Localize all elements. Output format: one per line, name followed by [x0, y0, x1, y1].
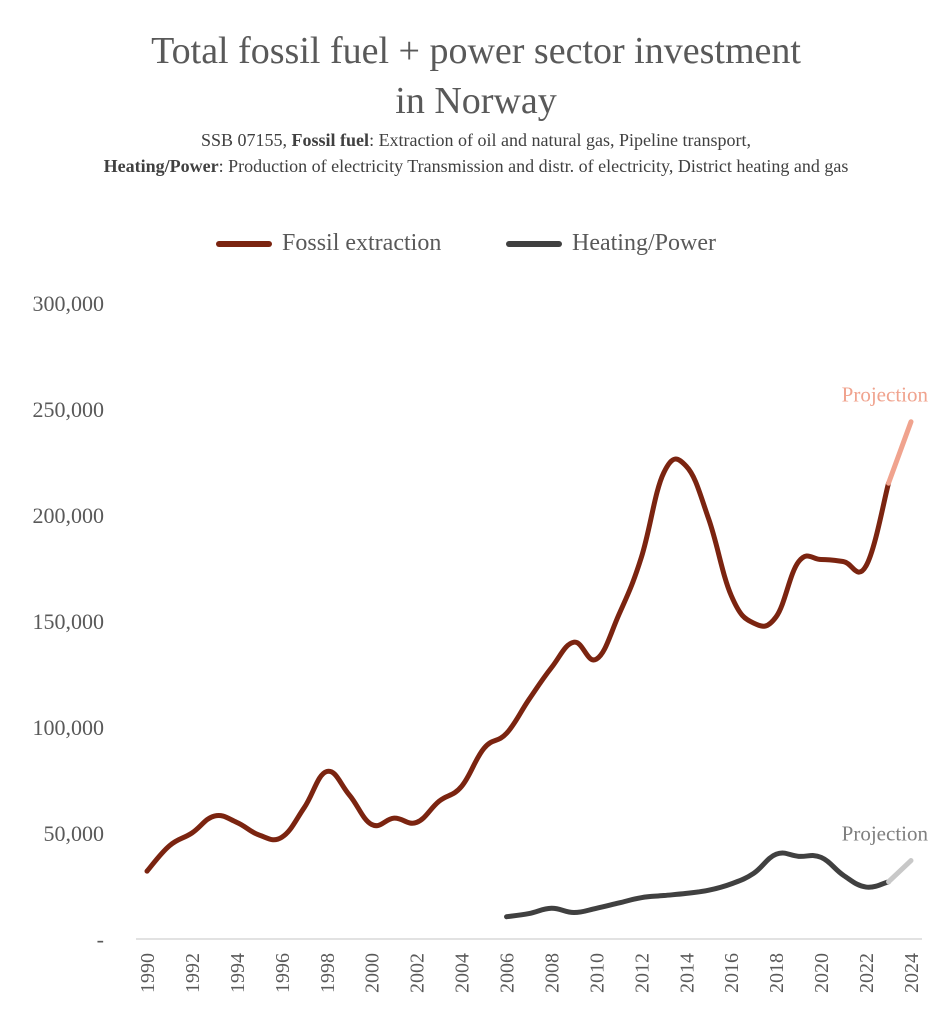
y-tick-label: 200,000: [33, 503, 105, 528]
x-tick-label: 1994: [227, 953, 249, 993]
legend-label-fossil: Fossil extraction: [282, 230, 442, 256]
x-tick-label: 1990: [137, 953, 159, 993]
series-line-fossil-extraction[interactable]: [144, 456, 892, 874]
x-tick-label: 2014: [676, 953, 698, 993]
annotation-layer: Projection Projection: [842, 383, 929, 846]
x-tick-label: 2006: [497, 953, 519, 993]
chart-title-line-2: in Norway: [395, 80, 557, 122]
projection-line-fossil-extraction[interactable]: [886, 419, 914, 486]
legend-item-fossil[interactable]: Fossil extraction: [216, 230, 441, 257]
subtitle-fossil-desc: : Extraction of oil and natural gas, Pip…: [369, 130, 751, 150]
series-line-heating-power[interactable]: [504, 850, 892, 920]
legend-item-heating[interactable]: Heating/Power: [506, 230, 716, 257]
chart-title-line-1: Total fossil fuel + power sector investm…: [151, 30, 801, 72]
subtitle-heating-desc: : Production of electricity Transmission…: [218, 156, 849, 176]
x-tick-label: 2024: [901, 953, 923, 993]
subtitle-fossil-label: Fossil fuel: [291, 130, 370, 150]
projection-label-heating-power: Projection: [842, 822, 929, 846]
y-tick-label: 150,000: [33, 609, 105, 634]
y-tick-label: 250,000: [33, 397, 105, 422]
subtitle-heating-label: Heating/Power: [103, 156, 219, 176]
legend-label-heating: Heating/Power: [572, 230, 716, 256]
x-axis: 1990 1992 1994 1996 1998 2000 2002 2004 2006 2008…: [137, 953, 923, 993]
y-tick-label: 100,000: [33, 715, 105, 740]
x-tick-label: 2012: [631, 953, 653, 993]
x-tick-label: 2020: [811, 953, 833, 993]
chart-subtitle: SSB 07155, Fossil fuel: Extraction of oi…: [100, 127, 852, 179]
x-tick-label: 2018: [766, 953, 788, 993]
projection-line-heating-power[interactable]: [886, 858, 914, 885]
y-tick-label: -: [97, 927, 104, 952]
y-tick-label: 50,000: [44, 821, 105, 846]
x-tick-label: 1998: [317, 953, 339, 993]
y-tick-label: 300,000: [33, 291, 105, 316]
x-tick-label: 2008: [541, 953, 563, 993]
chart-title: Total fossil fuel + power sector investm…: [0, 26, 952, 126]
x-tick-label: 2002: [407, 953, 429, 993]
legend-swatch-heating: [506, 240, 562, 247]
projection-label-fossil-extraction: Projection: [842, 383, 929, 407]
chart-legend: Fossil extraction Heating/Power: [0, 230, 952, 264]
series-layer: [144, 419, 914, 920]
subtitle-source: SSB 07155,: [201, 130, 292, 150]
legend-swatch-fossil: [216, 240, 272, 247]
x-tick-label: 1992: [182, 953, 204, 993]
x-tick-label: 2004: [452, 953, 474, 993]
x-tick-label: 2000: [362, 953, 384, 993]
x-tick-label: 2010: [586, 953, 608, 993]
x-tick-label: 2022: [856, 953, 878, 993]
x-tick-label: 1996: [272, 953, 294, 993]
y-axis: - 50,000 100,000 150,000 200,000 250,000 300,0…: [33, 291, 105, 952]
x-tick-label: 2016: [721, 953, 743, 993]
